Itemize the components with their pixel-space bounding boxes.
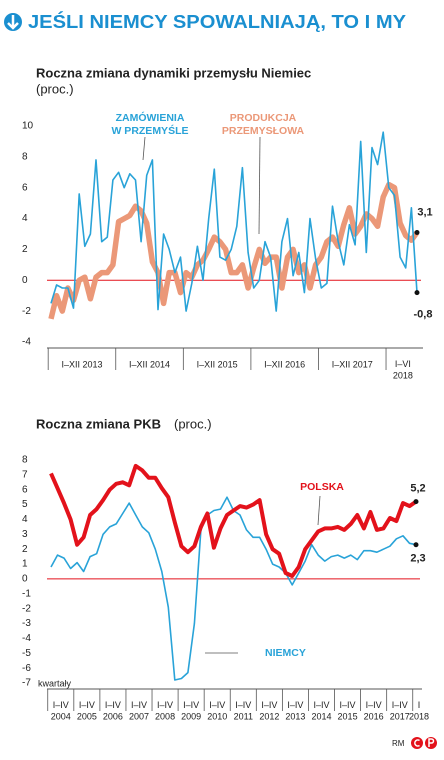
x-tick-label: I–IV 2014 (311, 700, 331, 721)
series-name: PRODUKCJA PRZEMYSŁOWA (222, 112, 305, 137)
series-line (49, 463, 418, 578)
chart-subtitle: (proc.) (174, 416, 212, 431)
x-tick-label: I–IV 2006 (103, 700, 123, 721)
y-tick-label: 7 (22, 470, 28, 481)
value-label: -0,8 (414, 309, 433, 321)
x-tick-label: I–IV 2016 (364, 700, 384, 721)
x-tick-label: I–IV 2007 (129, 700, 149, 721)
series-line (50, 131, 418, 312)
y-tick-label: -5 (22, 648, 31, 659)
series-line (48, 181, 420, 320)
x-tick-label: I–IV 2015 (338, 700, 358, 721)
y-tick-label: 1 (22, 559, 28, 570)
y-tick-label: 6 (22, 182, 28, 193)
x-tick-label: I–IV 2011 (234, 700, 253, 721)
value-label: 2,3 (410, 553, 425, 565)
series-name: POLSKA (300, 481, 344, 493)
y-tick-label: 4 (22, 213, 28, 224)
x-tick-label: I–IV 2008 (155, 700, 175, 721)
y-tick-label: 2 (22, 544, 28, 555)
leader-line (142, 136, 146, 161)
y-tick-label: 4 (22, 514, 28, 525)
y-tick-label: -2 (22, 306, 31, 317)
series-name: ZAMÓWIENIA W PRZEMYŚLE (111, 111, 188, 137)
y-tick-label: 10 (22, 121, 34, 132)
x-tick-label: I–VI 2018 (393, 359, 413, 380)
value-label: 3,1 (417, 206, 432, 218)
x-tick-label: I–IV 2005 (77, 700, 97, 721)
x-tick-label: I–IV 2004 (51, 700, 71, 721)
y-tick-label: -4 (22, 337, 31, 348)
chart-title: Roczna zmiana dynamiki przemysłu Niemiec (36, 65, 311, 80)
x-tick-label: I–XII 2016 (264, 359, 305, 369)
y-tick-label: -4 (22, 633, 31, 644)
x-tick-label: I–IV 2010 (207, 700, 227, 721)
logo-mark (414, 739, 420, 747)
header-arrow (7, 15, 19, 30)
x-tick-label: I–XII 2014 (129, 359, 170, 369)
chart-title: Roczna zmiana PKB (36, 416, 161, 431)
y-tick-label: 3 (22, 529, 28, 540)
y-tick-label: 8 (22, 151, 28, 162)
y-tick-label: -3 (22, 618, 31, 629)
x-tick-label: I–IV 2013 (285, 700, 305, 721)
leader-line (317, 495, 321, 526)
end-dot (413, 542, 419, 548)
end-dot (414, 229, 420, 235)
x-tick-label: I–IV 2017 (390, 700, 410, 721)
x-tick-label: I–XII 2017 (332, 359, 373, 369)
value-label: 5,2 (410, 483, 425, 495)
y-tick-label: -7 (22, 678, 31, 689)
y-tick-label: -2 (22, 603, 31, 614)
logo-circle (411, 737, 423, 749)
x-tick-label: I–XII 2013 (61, 359, 102, 369)
y-tick-label: 0 (22, 574, 28, 585)
y-tick-label: 2 (22, 244, 28, 255)
x-tick-label: I 2018 (409, 700, 429, 721)
end-dot (414, 290, 420, 296)
y-tick-label: -1 (22, 588, 31, 599)
y-tick-label: 8 (22, 455, 28, 466)
header-title: JEŚLI NIEMCY SPOWALNIAJĄ, TO I MY (28, 11, 406, 32)
series-name: NIEMCY (265, 647, 306, 659)
x-axis-label: kwartały (38, 678, 72, 688)
y-tick-label: 6 (22, 484, 28, 495)
end-dot (413, 499, 419, 505)
leader-line (258, 136, 261, 235)
y-tick-label: 0 (22, 275, 28, 286)
logo-mark (428, 738, 435, 747)
x-tick-label: I–XII 2015 (197, 359, 238, 369)
credit: RM (392, 739, 405, 748)
y-tick-label: -6 (22, 663, 31, 674)
x-tick-label: I–IV 2012 (259, 700, 279, 721)
y-tick-label: 5 (22, 499, 28, 510)
x-tick-label: I–IV 2009 (181, 700, 201, 721)
chart-subtitle: (proc.) (36, 81, 74, 96)
